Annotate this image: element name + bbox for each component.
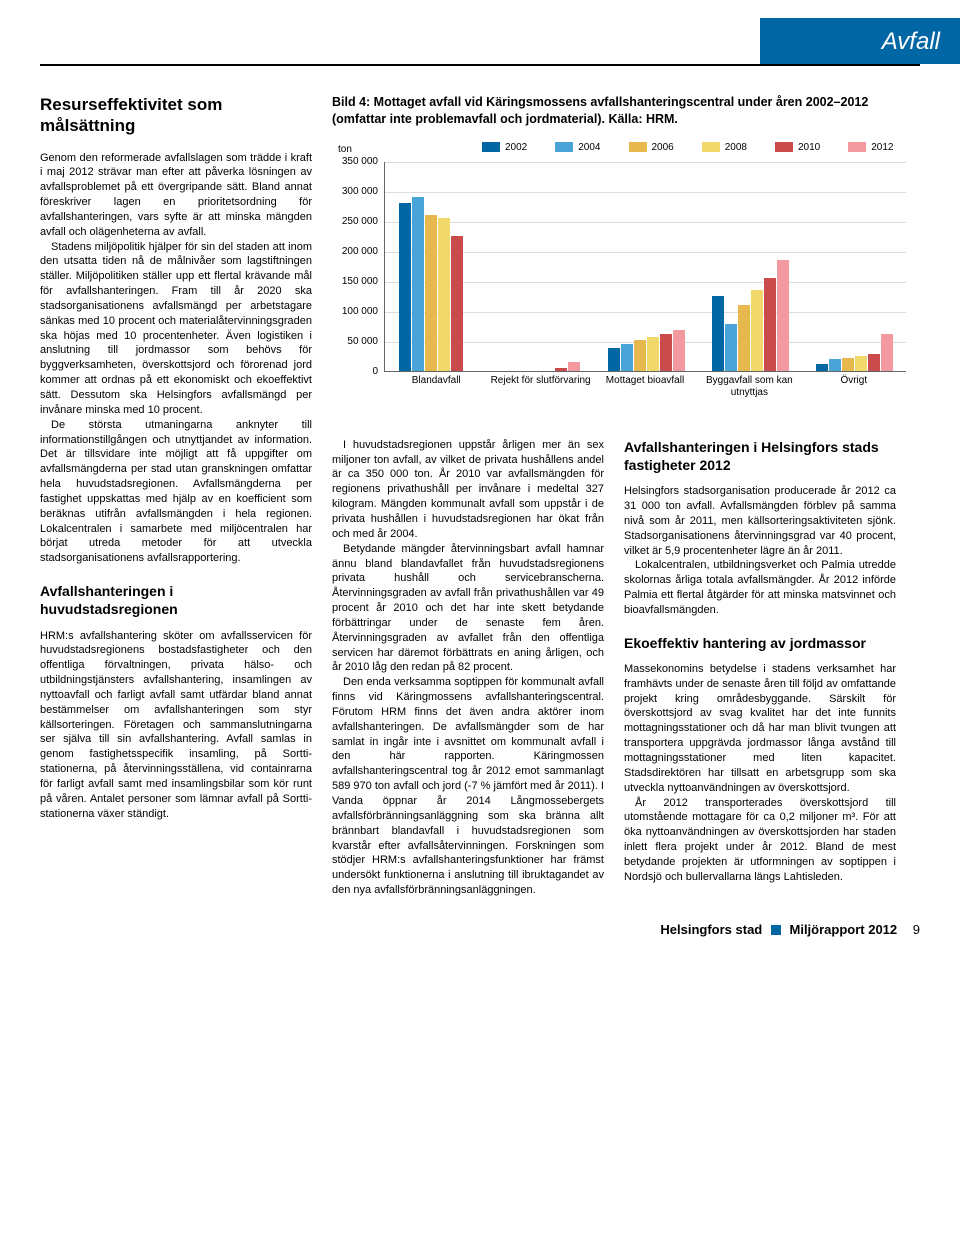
bar [425,215,437,371]
right-column: Avfallshanteringen i Helsingfors stads f… [624,438,896,885]
x-tick-label: Mottaget bioavfall [593,375,697,387]
bar [660,334,672,371]
right-p4: År 2012 transporterades överskottsjord t… [624,796,896,885]
x-tick-label: Byggavfall som kan utnyttjas [697,375,801,399]
plot-area [384,162,906,372]
right-p2: Lokalcentralen, utbildningsverket och Pa… [624,558,896,617]
bar-group [810,334,900,371]
bar [881,334,893,371]
x-tick-label: Blandavfall [384,375,488,387]
legend-label: 2004 [578,142,600,153]
bar [608,348,620,371]
legend-swatch [702,142,720,152]
chart-caption: Bild 4: Mottaget avfall vid Käringsmosse… [332,94,916,128]
bar [855,356,867,371]
left-p2: Stadens miljöpolitik hjälper för sin del… [40,240,312,418]
bar [555,368,567,371]
y-tick-label: 350 000 [332,156,378,167]
page-footer: Helsingfors stad Miljörapport 2012 9 [40,898,920,937]
bar [725,324,737,371]
right-sub2: Ekoeffektiv hantering av jordmassor [624,634,896,652]
bar [621,344,633,371]
y-tick-label: 100 000 [332,306,378,317]
bar [568,362,580,371]
y-tick-label: 200 000 [332,246,378,257]
legend-label: 2008 [725,142,747,153]
bar [868,354,880,371]
bar-group [497,362,587,371]
mid-p2: Betydande mängder återvinningsbart avfal… [332,542,604,676]
bar-group [705,260,795,371]
y-unit-label: ton [338,144,352,155]
bar-group [392,197,482,371]
page-body: Resurseffektivitet som målsättning Genom… [0,94,960,957]
bar [412,197,424,371]
legend-swatch [555,142,573,152]
x-tick-label: Rejekt för slutförvaring [488,375,592,387]
page-number: 9 [913,922,920,937]
footer-city: Helsingfors stad [660,922,762,937]
bar [673,330,685,371]
bar [438,218,450,371]
legend-label: 2010 [798,142,820,153]
bar [829,359,841,371]
x-tick-label: Övrigt [802,375,906,387]
chart-legend: 2002 2004 2006 2008 2010 2012 [482,142,894,153]
section-header: Avfall [760,18,960,64]
bar [738,305,750,371]
bar [712,296,724,371]
y-tick-label: 0 [332,366,378,377]
bar [816,364,828,371]
right-side: Bild 4: Mottaget avfall vid Käringsmosse… [332,94,916,898]
y-tick-label: 50 000 [332,336,378,347]
mid-column: I huvudstadsregionen uppstår årligen mer… [332,438,604,898]
bar [399,203,411,371]
bar-chart: ton 2002 2004 2006 2008 2010 2012 350 000 300 00… [332,142,916,422]
legend-label: 2006 [652,142,674,153]
footer-square-icon [771,925,781,935]
left-title: Resurseffektivitet som målsättning [40,94,312,137]
right-p3: Massekonomins betydelse i stadens verksa… [624,662,896,796]
y-tick-label: 300 000 [332,186,378,197]
legend-swatch [848,142,866,152]
bar [634,340,646,371]
bar [647,337,659,371]
bar [842,358,854,371]
right-p1: Helsingfors stadsorganisation producerad… [624,484,896,558]
left-p4: HRM:s avfallshantering sköter om avfalls… [40,629,312,822]
left-p1: Genom den reformerade avfallslagen som t… [40,151,312,240]
footer-report: Miljörapport 2012 [790,922,898,937]
left-p3: De största utmaningarna anknyter till in… [40,418,312,566]
grid-line [385,192,906,193]
bar [764,278,776,371]
mid-p1: I huvudstadsregionen uppstår årligen mer… [332,438,604,542]
left-column: Resurseffektivitet som målsättning Genom… [40,94,312,821]
y-tick-label: 150 000 [332,276,378,287]
header-rule [40,64,920,66]
bar [751,290,763,371]
grid-line [385,162,906,163]
mid-p3: Den enda verksamma soptippen för kommuna… [332,675,604,898]
bar [777,260,789,371]
bar-group [601,330,691,371]
left-subtitle: Avfallshanteringen i huvudstadsregionen [40,582,312,618]
y-tick-label: 250 000 [332,216,378,227]
right-sub1: Avfallshanteringen i Helsingfors stads f… [624,438,896,474]
legend-swatch [629,142,647,152]
legend-label: 2012 [871,142,893,153]
bar [451,236,463,371]
legend-swatch [482,142,500,152]
legend-label: 2002 [505,142,527,153]
legend-swatch [775,142,793,152]
